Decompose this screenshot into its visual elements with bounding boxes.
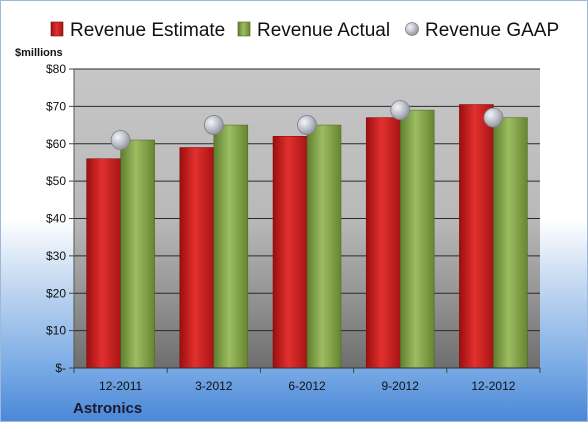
bar-revenue-estimate — [459, 104, 494, 369]
legend-swatch-revenue-estimate — [50, 21, 64, 37]
bar-revenue-actual — [493, 117, 528, 369]
y-tick-label: $- — [55, 361, 66, 375]
bar-revenue-actual — [213, 124, 249, 369]
bar-revenue-estimate — [86, 158, 121, 369]
x-tick-label: 6-2012 — [288, 379, 326, 393]
bar-revenue-estimate — [365, 117, 401, 369]
legend-label: Revenue Estimate — [70, 20, 225, 41]
legend: Revenue Estimate Revenue Actual Revenue GA… — [50, 20, 559, 41]
legend-swatch-revenue-gaap — [405, 22, 419, 36]
y-tick-label: $60 — [46, 137, 66, 151]
bar-revenue-actual — [306, 124, 342, 369]
bar-revenue-estimate — [272, 136, 308, 369]
y-tick-label: $20 — [46, 286, 66, 300]
marker-revenue-gaap — [203, 115, 224, 135]
y-tick-label: $80 — [46, 62, 66, 76]
bar-revenue-actual — [399, 109, 435, 369]
y-axis: $- $10 $20 $30 $40 $50 $60 $70 $80 — [46, 62, 75, 375]
bar-revenue-estimate — [179, 147, 215, 369]
legend-swatch-revenue-actual — [237, 21, 251, 37]
company-label: Astronics — [73, 400, 142, 417]
marker-revenue-gaap — [297, 115, 317, 135]
y-axis-unit-label: $millions — [15, 47, 63, 59]
x-tick-label: 12-2012 — [471, 379, 515, 393]
marker-revenue-gaap — [390, 100, 411, 121]
bar-revenue-actual — [120, 139, 155, 369]
y-tick-label: $50 — [46, 174, 66, 188]
x-axis: 12-2011 3-2012 6-2012 9-2012 12-2012 — [73, 367, 541, 393]
x-tick-label: 9-2012 — [382, 379, 420, 393]
marker-revenue-gaap — [110, 130, 131, 150]
legend-label: Revenue GAAP — [425, 20, 559, 41]
y-tick-label: $70 — [46, 99, 66, 113]
legend-label: Revenue Actual — [257, 20, 390, 41]
marker-revenue-gaap — [483, 107, 504, 128]
gaap-markers — [110, 100, 504, 150]
x-tick-label: 3-2012 — [195, 379, 233, 393]
x-tick-label: 12-2011 — [99, 379, 142, 393]
y-tick-label: $30 — [46, 249, 66, 263]
y-tick-label: $10 — [46, 324, 66, 338]
bars — [86, 104, 528, 369]
y-tick-label: $40 — [46, 212, 66, 226]
